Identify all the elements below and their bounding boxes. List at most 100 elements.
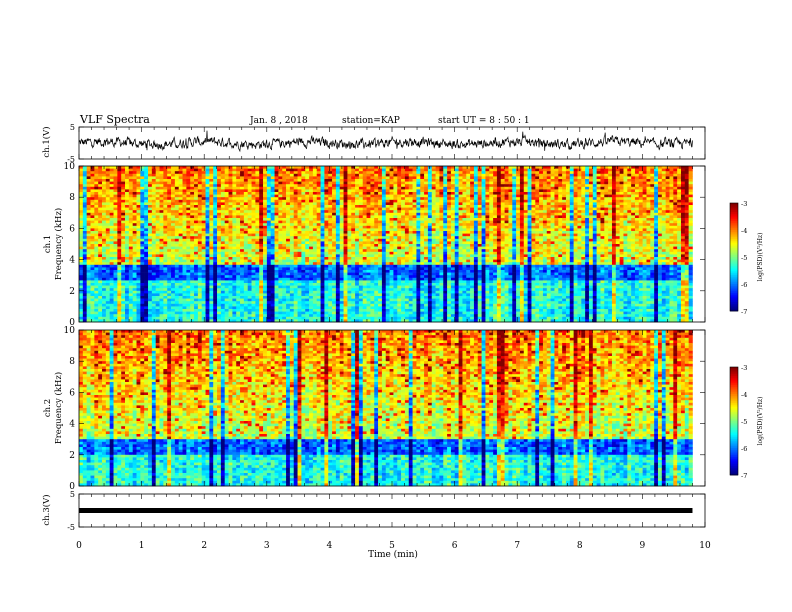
ch1-spectrogram-cell: [573, 184, 578, 188]
ch1-spectrogram-cell: [316, 202, 321, 206]
ch1-spectrogram-cell: [316, 244, 321, 247]
ch1-spectrogram-cell: [565, 181, 571, 185]
ch1-spectrogram-cell: [194, 176, 199, 180]
ch1-spectrogram-cell: [243, 205, 248, 208]
ch1-spectrogram-cell: [155, 207, 160, 211]
ch1-spectrogram-cell: [178, 194, 183, 198]
ch1-spectrogram-cell: [669, 218, 674, 221]
ch1-spectrogram-cell: [657, 225, 663, 229]
ch1-spectrogram-cell: [638, 173, 643, 177]
ch1-spectrogram-cell: [650, 241, 655, 245]
ch1-spectrogram-cell: [174, 168, 179, 172]
ch1-spectrogram-cell: [581, 228, 586, 232]
ch1-spectrogram-cell: [343, 194, 348, 198]
ch1-spectrogram-cell: [232, 210, 237, 214]
ch1-spectrogram-cell: [412, 184, 417, 188]
ch1-spectrogram-cell: [266, 225, 272, 229]
ch1-spectrogram-cell: [473, 231, 479, 234]
ch1-spectrogram-cell: [332, 212, 337, 216]
ch1-spectrogram-cell: [412, 215, 417, 219]
ch1-spectrogram-cell: [347, 244, 352, 247]
ch1-spectrogram-cell: [565, 225, 571, 229]
ch1-spectrogram-cell: [355, 241, 360, 245]
ch1-spectrogram-cell: [362, 225, 367, 229]
ch1-spectrogram-cell: [305, 231, 310, 234]
ch1-spectrogram-cell: [493, 181, 498, 185]
ch1-spectrogram-cell: [309, 173, 314, 177]
ch1-spectrogram-cell: [619, 171, 624, 175]
ch1-spectrogram-cell: [431, 202, 436, 206]
ch1-spectrogram-cell: [232, 233, 237, 237]
ch1-spectrogram-cell: [401, 212, 406, 216]
ch1-spectrogram-cell: [473, 166, 479, 169]
ch1-spectrogram-cell: [577, 186, 582, 190]
ch1-spectrogram-cell: [366, 212, 371, 216]
ch1-spectrogram-cell: [588, 223, 594, 227]
ch1-spectrogram-cell: [577, 225, 582, 229]
ch1-spectrogram-cell: [90, 194, 95, 198]
ch1-spectrogram-cell: [462, 181, 467, 185]
ch1-spectrogram-cell: [201, 241, 206, 245]
ch1-spectrogram-cell: [236, 207, 241, 211]
ch1-spectrogram-cell: [619, 199, 624, 203]
ch1-spectrogram-cell: [493, 186, 498, 190]
ch1-spectrogram-cell: [140, 241, 145, 245]
ch1-spectrogram-cell: [339, 192, 344, 195]
ch1-spectrogram-cell: [454, 231, 459, 234]
ch1-spectrogram-cell: [665, 215, 670, 219]
ch1-spectrogram-cell: [569, 199, 574, 203]
ch1-spectrogram-cell: [481, 220, 486, 224]
ch1-spectrogram-cell: [401, 220, 406, 224]
ch1-spectrogram-cell: [450, 176, 456, 180]
ch1-spectrogram-cell: [270, 223, 275, 227]
ch1-spectrogram-cell: [224, 189, 229, 193]
ch1-spectrogram-cell: [236, 202, 241, 206]
ch1-spectrogram-cell: [447, 236, 452, 240]
ch1-spectrogram-cell: [274, 186, 279, 190]
ch1-spectrogram-cell: [558, 238, 563, 242]
ch1-spectrogram-cell: [611, 220, 617, 224]
ch1-spectrogram-cell: [282, 220, 287, 224]
ch1-spectrogram-cell: [251, 205, 256, 208]
ch1-spectrogram-cell: [489, 189, 494, 193]
ch1-spectrogram-cell: [182, 218, 187, 221]
ch1-spectrogram-cell: [217, 228, 222, 232]
ch1-spectrogram-cell: [358, 212, 364, 216]
ch1-spectrogram-cell: [443, 197, 448, 201]
ch1-spectrogram-cell: [335, 212, 341, 216]
ch1-spectrogram-cell: [220, 202, 225, 206]
ch1-spectrogram-cell: [190, 225, 195, 229]
ch1-spectrogram-cell: [148, 215, 153, 219]
ch1-spectrogram-cell: [201, 192, 206, 195]
ch1-spectrogram-cell: [462, 171, 467, 175]
ch1-spectrogram-cell: [585, 233, 590, 237]
ch1-spectrogram-cell: [339, 210, 344, 214]
ch1-spectrogram-cell: [136, 207, 141, 211]
ch1-spectrogram-cell: [381, 238, 387, 242]
ch1-spectrogram-cell: [447, 233, 452, 237]
ch1-spectrogram-cell: [611, 215, 617, 219]
ch1-spectrogram-cell: [504, 228, 509, 232]
ch1-spectrogram-cell: [316, 173, 321, 177]
ch1-spectrogram-cell: [519, 194, 525, 198]
ch1-spectrogram-cell: [148, 225, 153, 229]
ch1-spectrogram-cell: [393, 173, 398, 177]
ch1-spectrogram-cell: [527, 238, 532, 242]
ch1-spectrogram-cell: [401, 236, 406, 240]
ch1-spectrogram-cell: [439, 186, 444, 190]
ch1-spectrogram-cell: [500, 228, 505, 232]
ch1-spectrogram-cell: [680, 215, 686, 219]
ch1-spectrogram-cell: [416, 228, 421, 232]
ch1-spectrogram-cell: [550, 176, 555, 180]
ch1-spectrogram-cell: [585, 184, 590, 188]
ch1-spectrogram-cell: [105, 199, 110, 203]
ch1-spectrogram-cell: [243, 168, 248, 172]
ch1-spectrogram-cell: [121, 207, 126, 211]
ch1-spectrogram-cell: [209, 215, 214, 219]
ch1-spectrogram-cell: [389, 207, 394, 211]
ch1-spectrogram-cell: [178, 202, 183, 206]
ch1-spectrogram-cell: [420, 205, 425, 208]
ch1-spectrogram-cell: [197, 179, 202, 182]
ch1-spectrogram-cell: [140, 192, 145, 195]
ch1-spectrogram-cell: [523, 189, 528, 193]
